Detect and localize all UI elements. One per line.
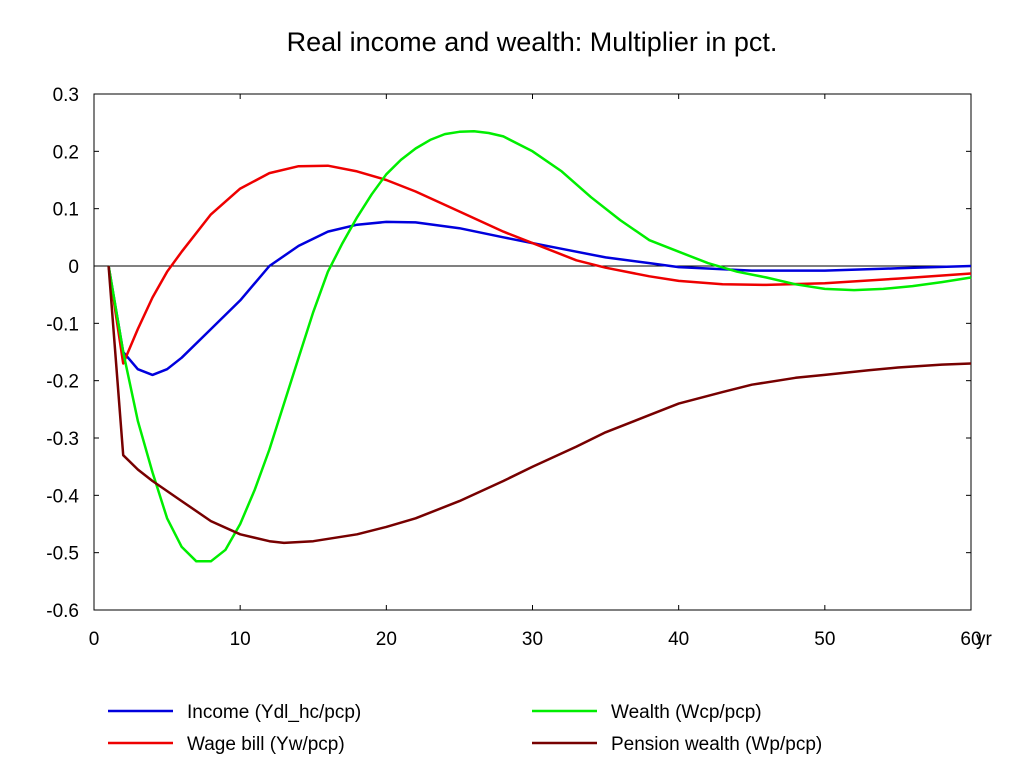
y-tick-label: 0.3	[53, 85, 79, 106]
y-tick-label: -0.2	[46, 372, 79, 393]
x-axis-unit: yr	[976, 629, 993, 650]
series-line-4	[107, 265, 972, 545]
series-layer	[107, 130, 972, 563]
chart-title: Real income and wealth: Multiplier in pc…	[287, 27, 778, 57]
y-tick-label: -0.5	[46, 544, 79, 565]
x-tick-label: 50	[814, 629, 835, 650]
x-tick-label: 30	[522, 629, 543, 650]
legend-item-1: Income (Ydl_hc/pcp)	[108, 702, 361, 723]
legend-item-4: Pension wealth (Wp/pcp)	[532, 734, 822, 755]
y-tick-label: -0.4	[46, 486, 79, 507]
y-tick-label: 0.2	[53, 142, 79, 163]
plot-frame	[93, 93, 972, 611]
series-line-1	[107, 220, 972, 377]
y-tick-label: -0.6	[46, 601, 79, 622]
legend-label: Wage bill (Yw/pcp)	[187, 734, 345, 755]
x-tick-label: 60	[960, 629, 981, 650]
x-axis-ticks: 0 10 20 30 40 50 60	[89, 94, 982, 650]
y-tick-label: 0	[68, 257, 79, 278]
legend-item-3: Wealth (Wcp/pcp)	[532, 702, 762, 723]
x-tick-label: 20	[376, 629, 397, 650]
legend: Income (Ydl_hc/pcp) Wage bill (Yw/pcp) Wea…	[108, 702, 822, 755]
x-tick-label: 0	[89, 629, 100, 650]
series-line-2	[107, 164, 972, 365]
legend-label: Income (Ydl_hc/pcp)	[187, 702, 361, 723]
y-tick-label: -0.3	[46, 429, 79, 450]
x-tick-label: 40	[668, 629, 689, 650]
y-tick-label: -0.1	[46, 314, 79, 335]
legend-item-2: Wage bill (Yw/pcp)	[108, 734, 345, 755]
legend-label: Pension wealth (Wp/pcp)	[611, 734, 822, 755]
y-axis-ticks: 0.3 0.2 0.1 0 -0.1 -0.2 -0.3 -0.4 -0.5 -0.6	[46, 85, 971, 622]
series-line-3	[107, 130, 972, 563]
y-tick-label: 0.1	[53, 200, 79, 221]
legend-label: Wealth (Wcp/pcp)	[611, 702, 762, 723]
x-tick-label: 10	[230, 629, 251, 650]
